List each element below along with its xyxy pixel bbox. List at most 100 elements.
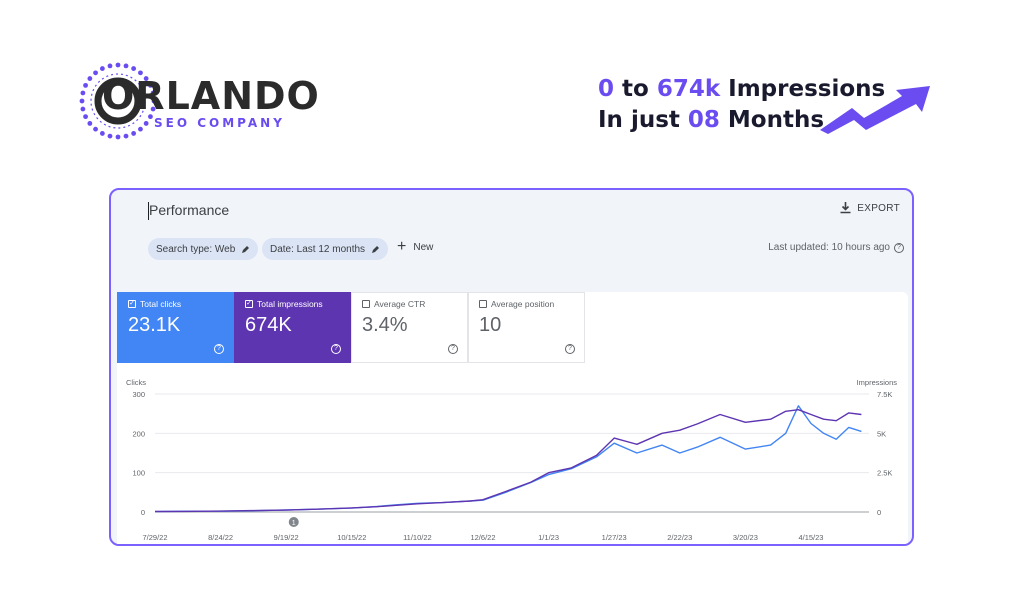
new-filter-button[interactable]: + New — [397, 238, 434, 255]
metric-total-impressions[interactable]: ✓ Total impressions 674K ? — [234, 292, 351, 363]
logo-dot — [83, 114, 88, 120]
text-caret — [148, 202, 149, 220]
x-tick-label: 2/22/23 — [667, 533, 692, 542]
logo-dot — [150, 90, 156, 96]
logo-dot — [131, 66, 137, 71]
metric-average-position[interactable]: Average position 10 ? — [468, 292, 585, 363]
logo-dot — [107, 133, 113, 139]
right-tick-label: 2.5K — [877, 469, 892, 478]
right-tick-label: 0 — [877, 508, 881, 517]
logo-dot — [148, 82, 153, 88]
logo-dot — [99, 66, 105, 71]
left-tick-label: 200 — [132, 429, 145, 438]
help-icon[interactable]: ? — [448, 344, 458, 354]
download-icon — [840, 202, 851, 214]
annotation-marker — [288, 517, 299, 527]
date-label: Date: Last 12 months — [270, 243, 366, 255]
checkbox-unchecked-icon[interactable] — [362, 300, 370, 308]
logo-gear-icon — [79, 62, 157, 140]
x-tick-label: 1/27/23 — [602, 533, 627, 542]
help-icon[interactable]: ? — [214, 344, 224, 354]
logo-dot — [87, 76, 93, 81]
metric-label: Average position — [491, 299, 555, 309]
plus-icon: + — [397, 238, 407, 255]
search-type-label: Search type: Web — [156, 243, 236, 255]
new-label: New — [413, 241, 434, 253]
logo-dot — [115, 62, 121, 68]
left-tick-label: 100 — [132, 469, 145, 478]
brand-tagline: SEO COMPANY — [154, 116, 285, 130]
search-type-filter[interactable]: Search type: Web — [148, 238, 259, 260]
x-tick-label: 11/10/22 — [403, 533, 432, 542]
right-tick-label: 7.5K — [877, 390, 892, 399]
last-updated-text: Last updated: 10 hours ago — [768, 242, 890, 253]
logo-dot — [148, 114, 153, 120]
metric-label: Total clicks — [140, 299, 182, 309]
logo-dot — [123, 133, 129, 139]
x-tick-label: 9/19/22 — [274, 533, 299, 542]
brand-logo: ORLANDO SEO COMPANY — [72, 58, 319, 144]
left-tick-label: 300 — [132, 390, 145, 399]
logo-dot — [87, 121, 93, 126]
headline-line-2: In just 08 Months — [598, 107, 825, 133]
checkbox-checked-icon[interactable]: ✓ — [128, 300, 136, 308]
performance-card: Performance EXPORT Search type: Web Date… — [109, 188, 914, 546]
pencil-icon — [372, 245, 380, 253]
help-icon[interactable]: ? — [331, 344, 341, 354]
x-tick-label: 7/29/22 — [142, 533, 167, 542]
left-axis-label: Clicks — [126, 378, 146, 387]
help-icon[interactable]: ? — [894, 242, 904, 253]
x-tick-label: 12/6/22 — [470, 533, 495, 542]
x-tick-label: 4/15/23 — [798, 533, 823, 542]
headline: 0 to 674k Impressions In just 08 Months — [598, 74, 885, 136]
logo-dot — [79, 98, 85, 104]
performance-chart: Clicks Impressions 300 7.5K 200 5K 100 2.5K 0 0 7/… — [126, 378, 898, 542]
checkbox-unchecked-icon[interactable] — [479, 300, 487, 308]
metric-value: 23.1K — [128, 314, 181, 336]
logo-dot — [83, 82, 88, 88]
x-tick-label: 8/24/22 — [208, 533, 233, 542]
logo-dot — [151, 98, 157, 104]
logo-dot — [143, 121, 149, 126]
last-updated: Last updated: 10 hours ago ? — [768, 242, 904, 253]
metric-total-clicks[interactable]: ✓ Total clicks 23.1K ? — [117, 292, 234, 363]
x-tick-label: 10/15/22 — [337, 533, 366, 542]
right-tick-label: 5K — [877, 429, 886, 438]
metric-label: Average CTR — [374, 299, 426, 309]
pencil-icon — [242, 245, 250, 253]
logo-dot — [115, 134, 121, 140]
export-label: EXPORT — [857, 202, 900, 214]
growth-arrow-icon — [820, 86, 930, 134]
x-tick-label: 1/1/23 — [538, 533, 559, 542]
logo-dot — [138, 70, 143, 76]
series-line-impressions — [154, 408, 862, 513]
logo-dot — [99, 131, 105, 136]
logo-dot — [80, 90, 86, 96]
headline-line-1: 0 to 674k Impressions — [598, 76, 886, 102]
logo-dot — [131, 131, 137, 136]
left-tick-label: 0 — [141, 508, 145, 517]
logo-dot — [107, 63, 113, 69]
brand-name: ORLANDO — [102, 74, 320, 118]
logo-dot — [138, 126, 143, 132]
chart-panel: ✓ Total clicks 23.1K ? ✓ Total impressions… — [117, 292, 908, 544]
logo-dot — [80, 106, 86, 112]
logo-dot — [123, 63, 129, 69]
help-icon[interactable]: ? — [565, 344, 575, 354]
metric-average-ctr[interactable]: Average CTR 3.4% ? — [351, 292, 468, 363]
logo-dot — [143, 76, 149, 81]
date-filter[interactable]: Date: Last 12 months — [262, 238, 389, 260]
annotation-label: 1 — [292, 520, 296, 527]
metric-value: 674K — [245, 314, 292, 336]
logo-dot — [150, 106, 156, 112]
x-tick-label: 3/20/23 — [733, 533, 758, 542]
right-axis-label: Impressions — [857, 378, 898, 387]
metric-value: 3.4% — [362, 314, 408, 336]
page-title: Performance — [149, 202, 230, 218]
metric-label: Total impressions — [257, 299, 323, 309]
checkbox-checked-icon[interactable]: ✓ — [245, 300, 253, 308]
logo-dot — [93, 126, 98, 132]
metric-value: 10 — [479, 314, 502, 336]
logo-dot — [93, 70, 98, 76]
export-button[interactable]: EXPORT — [840, 202, 900, 214]
